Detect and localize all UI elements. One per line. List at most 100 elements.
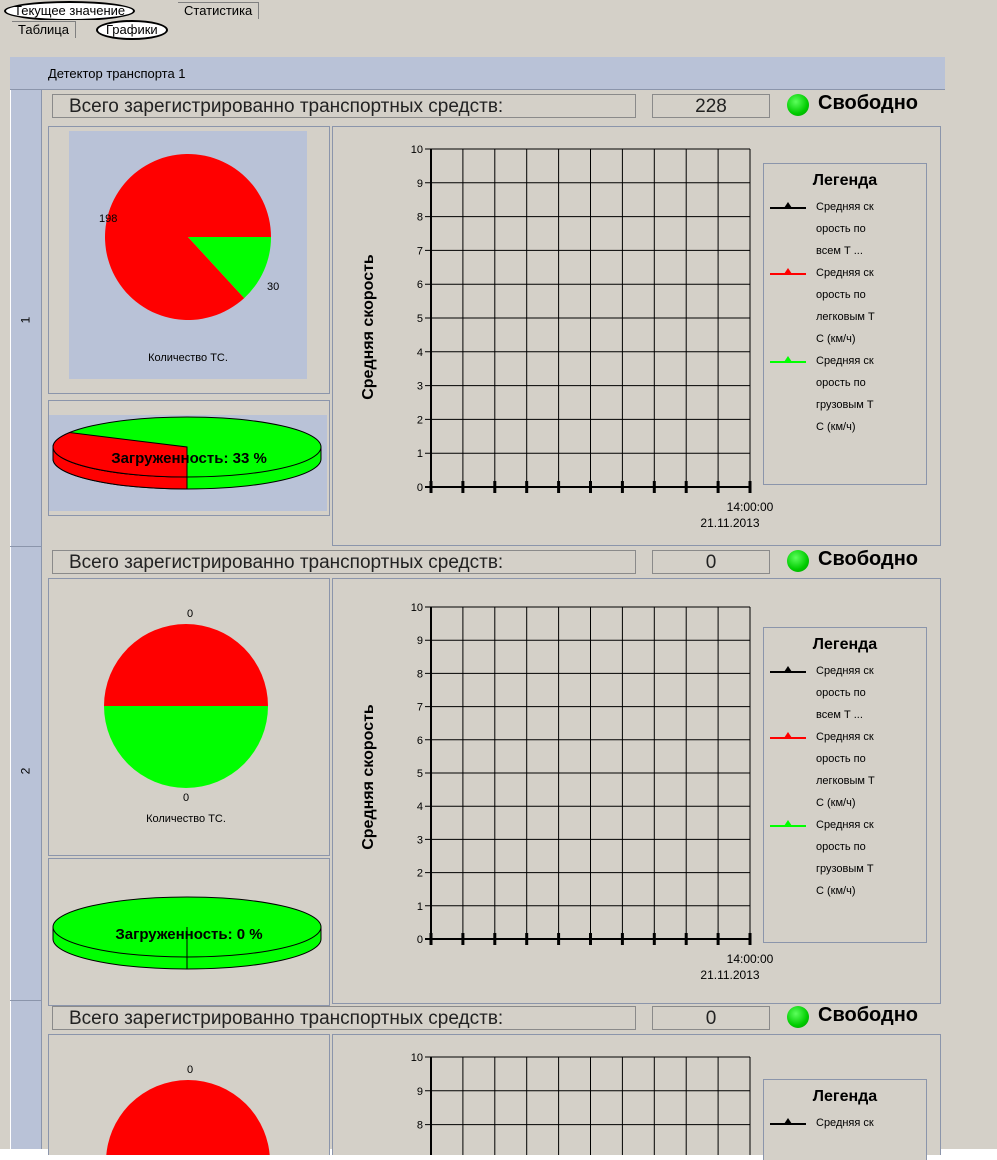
legend-item-text: орость по	[816, 289, 866, 301]
pie-slice-green	[188, 237, 271, 299]
y-tick-label: 4	[417, 801, 423, 813]
load-panel: Загруженность: 0 %	[48, 858, 330, 1006]
vehicle-count-pie: 0	[106, 1064, 270, 1155]
legend-line-2	[770, 737, 806, 739]
legend-line-2	[770, 273, 806, 275]
y-tick-label: 6	[417, 279, 423, 291]
y-tick-label: 1	[417, 448, 423, 460]
legend-item-text: всем Т ...	[816, 245, 863, 257]
legend-marker-icon	[784, 1118, 792, 1124]
detector-title: Детектор транспорта 1	[48, 66, 186, 81]
detector-section-2: Всего зарегистрированно транспортных сре…	[46, 546, 941, 1006]
y-tick-label: 3	[417, 381, 423, 393]
legend-title: Легенда	[812, 636, 878, 653]
row-separator	[10, 1000, 41, 1001]
legend-item-text: С (км/ч)	[816, 333, 856, 345]
chart-grid	[425, 606, 751, 940]
legend-line-1	[770, 1123, 806, 1125]
chart-ticks: 0 1 2 3 4 5 6 7 8 9 10	[411, 602, 752, 946]
vehicle-count-pie: 198 30 Количество ТС.	[69, 131, 307, 379]
load-disc: Загруженность: 33 %	[49, 415, 327, 511]
detector-section-1: Всего зарегистрированно транспортных сре…	[46, 90, 941, 546]
status-indicator-icon	[787, 1006, 809, 1028]
vehicle-count-pie: 0 0 Количество ТС.	[104, 608, 268, 825]
row-header-strip	[10, 57, 42, 1149]
load-disc-red	[52, 432, 188, 478]
pie-panel: 0	[48, 1034, 330, 1155]
pie-slice-red	[104, 153, 272, 320]
pie-label-1: 0	[187, 1064, 193, 1076]
legend-item-text: Средняя ск	[816, 355, 874, 367]
legend-item-text: С (км/ч)	[816, 885, 856, 897]
tab-statistics[interactable]: Статистика	[178, 2, 260, 19]
row-label-1: 1	[18, 316, 32, 324]
legend-item-text: орость по	[816, 223, 866, 235]
y-tick-label: 9	[417, 635, 423, 647]
legend-marker-icon	[784, 820, 792, 826]
legend-item-text: орость по	[816, 377, 866, 389]
legend-item-text: легковым Т	[816, 311, 875, 323]
status-text: Свободно	[818, 1004, 918, 1026]
y-tick-label: 0	[417, 482, 423, 494]
pie-label-1: 198	[99, 213, 117, 225]
y-tick-label: 6	[417, 735, 423, 747]
legend-item-text: Средняя ск	[816, 267, 874, 279]
tab-table[interactable]: Таблица	[12, 21, 76, 38]
total-caption: Всего зарегистрированно транспортных сре…	[52, 550, 636, 574]
chart-grid	[425, 148, 751, 488]
y-tick-label: 7	[417, 702, 423, 714]
tab-charts[interactable]: Графики	[96, 20, 168, 40]
load-text: Загруженность: 0 %	[115, 926, 262, 943]
row-separator	[10, 546, 41, 547]
legend-item-text: орость по	[816, 841, 866, 853]
x-tick-date: 21.11.2013	[700, 516, 759, 530]
y-tick-label: 5	[417, 313, 423, 325]
row-label-2: 2	[18, 767, 32, 775]
total-caption: Всего зарегистрированно транспортных сре…	[52, 94, 636, 118]
detector-section-3: Всего зарегистрированно транспортных сре…	[46, 1002, 941, 1160]
summary-line: Всего зарегистрированно транспортных сре…	[46, 1002, 941, 1036]
legend-item-text: орость по	[816, 753, 866, 765]
chart-y-label: Средняя скорость	[360, 704, 377, 850]
chart-y-label: Средняя скорость	[360, 254, 377, 400]
load-panel: Загруженность: 33 %	[48, 400, 330, 516]
status-indicator-icon	[787, 550, 809, 572]
y-tick-label: 5	[417, 768, 423, 780]
legend-item-text: Средняя ск	[816, 201, 874, 213]
pie-label-2: 0	[183, 792, 189, 804]
y-tick-label: 10	[411, 144, 423, 156]
y-tick-label: 1	[417, 901, 423, 913]
summary-line: Всего зарегистрированно транспортных сре…	[46, 90, 941, 124]
pie-caption: Количество ТС.	[148, 352, 228, 364]
legend-item-text: Средняя ск	[816, 665, 874, 677]
pie-slice-red	[104, 624, 268, 706]
summary-line: Всего зарегистрированно транспортных сре…	[46, 546, 941, 580]
y-tick-label: 2	[417, 414, 423, 426]
chart-ticks: 8 9 10	[411, 1052, 423, 1132]
detector-header	[10, 57, 945, 90]
y-tick-label: 8	[417, 668, 423, 680]
tab-current-value[interactable]: Текущее значение	[4, 1, 136, 21]
load-disc: Загруженность: 0 %	[52, 896, 322, 970]
x-tick-date: 21.11.2013	[700, 968, 759, 982]
y-tick-label: 9	[417, 1086, 423, 1098]
legend-marker-icon	[784, 666, 792, 672]
speed-chart: 0 1 2 3 4 5 6 7 8 9 10 Средняя скорость 14:00:00 2…	[360, 602, 774, 982]
chart-legend: Легенда Средняя ск орость по всем Т ... Сре…	[763, 627, 927, 943]
right-margin	[945, 57, 997, 1149]
legend-item-text: легковым Т	[816, 775, 875, 787]
chart-legend: Легенда Средняя ск орость по всем Т ... Сре…	[763, 163, 927, 485]
chart-ticks: 0 1 2 3 4 5 6 7 8 9 10	[411, 144, 752, 494]
legend-item-text: всем Т ...	[816, 709, 863, 721]
legend-item-text: Средняя ск	[816, 819, 874, 831]
total-count: 0	[652, 1006, 770, 1030]
y-tick-label: 10	[411, 1052, 423, 1064]
y-tick-label: 2	[417, 868, 423, 880]
y-tick-label: 7	[417, 245, 423, 257]
y-tick-label: 4	[417, 347, 423, 359]
legend-marker-icon	[784, 356, 792, 362]
y-tick-label: 9	[417, 178, 423, 190]
status-indicator-icon	[787, 94, 809, 116]
pie-caption: Количество ТС.	[146, 813, 226, 825]
legend-line-3	[770, 361, 806, 363]
